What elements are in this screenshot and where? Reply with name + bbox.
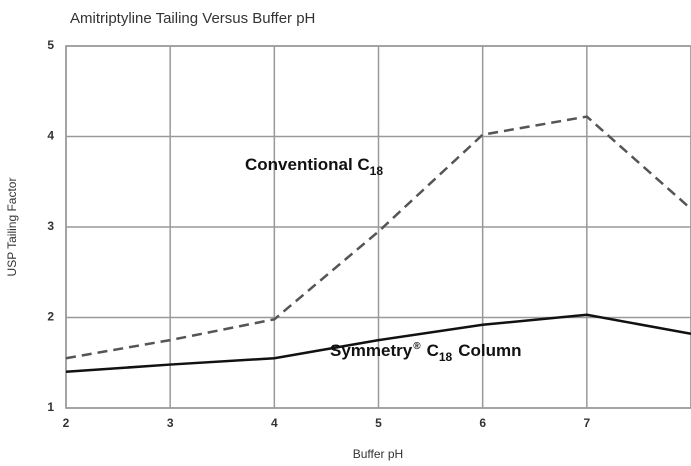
annotation-run: 18 xyxy=(439,350,453,364)
annotation-run: ® xyxy=(413,341,421,352)
annotation: Symmetry® C18 Column xyxy=(330,341,522,365)
chart-title: Amitriptyline Tailing Versus Buffer pH xyxy=(70,10,315,27)
x-tick-label: 5 xyxy=(375,416,382,430)
x-tick-label: 7 xyxy=(583,416,590,430)
x-axis-label: Buffer pH xyxy=(353,447,403,461)
x-tick-label: 4 xyxy=(271,416,278,430)
y-tick-label: 1 xyxy=(47,400,54,414)
annotation: Conventional C18 xyxy=(245,155,383,178)
x-tick-label: 2 xyxy=(63,416,70,430)
y-tick-label: 2 xyxy=(47,310,54,324)
annotation-run: Symmetry xyxy=(330,341,413,360)
series-line xyxy=(65,313,691,374)
annotation-run: Conventional C xyxy=(245,155,370,174)
y-tick-label: 3 xyxy=(47,219,54,233)
x-tick-label: 6 xyxy=(479,416,486,430)
annotation-run: Column xyxy=(458,341,521,360)
annotation-run: C xyxy=(427,341,439,360)
y-tick-label: 4 xyxy=(47,129,54,143)
y-axis-label: USP Tailing Factor xyxy=(5,178,19,277)
annotation-run: 18 xyxy=(370,164,384,178)
y-tick-label: 5 xyxy=(47,38,54,52)
x-tick-label: 3 xyxy=(167,416,174,430)
series-line xyxy=(65,115,691,360)
